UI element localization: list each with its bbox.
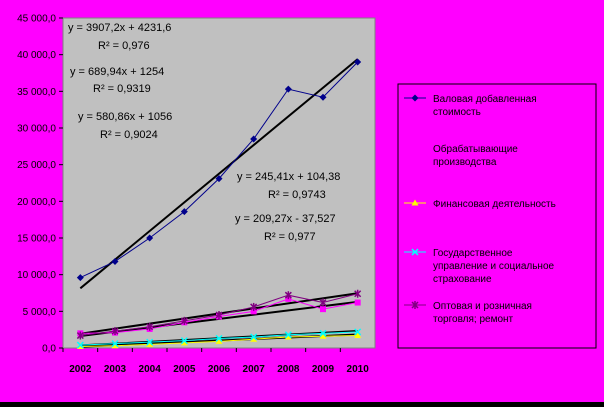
plot-area — [62, 17, 376, 349]
data-point — [215, 175, 223, 183]
trend-equation: y = 209,27x - 37,527 — [235, 213, 336, 225]
trend-r2: R² = 0,9024 — [100, 129, 158, 141]
data-point — [284, 85, 292, 93]
data-point — [180, 339, 188, 346]
data-point — [111, 257, 119, 265]
data-point — [76, 341, 84, 349]
data-point — [319, 329, 327, 337]
data-point — [111, 340, 119, 348]
trend-r2: R² = 0,976 — [98, 40, 150, 52]
legend-label: Оптовая и розничная — [433, 301, 532, 312]
data-point — [215, 337, 223, 344]
legend-label: Финансовая деятельность — [433, 199, 556, 210]
x-tick-label: 2004 — [139, 364, 162, 375]
legend-label: Государственное — [433, 248, 513, 259]
x-tick-label: 2010 — [347, 364, 370, 375]
trend-r2: R² = 0,9743 — [268, 189, 326, 201]
data-point — [180, 208, 188, 216]
y-tick-label: 5 000,0 — [23, 307, 57, 318]
x-tick-label: 2005 — [173, 364, 196, 375]
trendline — [79, 58, 359, 290]
x-tick-label: 2009 — [312, 364, 335, 375]
y-tick-label: 35 000,0 — [17, 87, 56, 98]
x-tick-label: 2008 — [277, 364, 300, 375]
data-point — [411, 94, 419, 102]
data-point — [284, 331, 292, 339]
y-tick-label: 40 000,0 — [17, 50, 56, 61]
data-point — [146, 340, 154, 347]
legend-label: Валовая добавленная — [433, 93, 537, 105]
trend-r2: R² = 0,977 — [264, 231, 316, 243]
y-tick-label: 45 000,0 — [17, 14, 56, 25]
y-tick-label: 10 000,0 — [17, 270, 56, 281]
data-point — [250, 333, 258, 341]
y-tick-label: 30 000,0 — [17, 124, 56, 135]
legend-label: торговля; ремонт — [433, 314, 514, 325]
legend-label: производства — [433, 157, 497, 168]
legend-label: Обрабатывающие — [433, 143, 518, 155]
legend-label: стоимость — [433, 107, 481, 118]
data-point — [284, 333, 292, 340]
data-point — [250, 135, 258, 143]
trend-equation: y = 3907,2x + 4231,6 — [68, 22, 171, 34]
data-point — [146, 234, 154, 242]
legend-label: управление и социальное — [433, 261, 555, 272]
data-point — [320, 306, 326, 313]
data-point — [180, 337, 188, 345]
trend-r2: R² = 0,9319 — [93, 83, 151, 95]
data-point — [354, 299, 361, 306]
data-point — [319, 332, 327, 339]
trend-equation: y = 245,41x + 104,38 — [237, 171, 340, 183]
data-point — [250, 335, 258, 342]
data-point — [411, 199, 419, 206]
data-point — [354, 328, 362, 336]
legend-box — [397, 83, 597, 349]
data-point — [250, 308, 257, 315]
trend-equation: y = 580,86x + 1056 — [78, 111, 172, 123]
data-point — [411, 248, 419, 256]
y-tick-label: 25 000,0 — [17, 160, 56, 171]
x-tick-label: 2003 — [104, 364, 127, 375]
y-tick-label: 0,0 — [42, 344, 56, 355]
x-tick-label: 2002 — [69, 364, 92, 375]
data-point — [319, 93, 327, 101]
data-point — [146, 338, 154, 346]
data-point — [412, 145, 418, 151]
data-point — [215, 334, 223, 342]
legend-label: страхование — [433, 274, 492, 285]
data-point — [76, 274, 84, 282]
data-point — [111, 342, 119, 349]
x-tick-label: 2006 — [208, 364, 231, 375]
trend-equation: y = 689,94x + 1254 — [70, 66, 164, 78]
data-point — [354, 332, 362, 339]
y-tick-label: 20 000,0 — [17, 197, 56, 208]
data-point — [354, 58, 362, 66]
x-tick-label: 2007 — [243, 364, 266, 375]
y-tick-label: 15 000,0 — [17, 234, 56, 245]
